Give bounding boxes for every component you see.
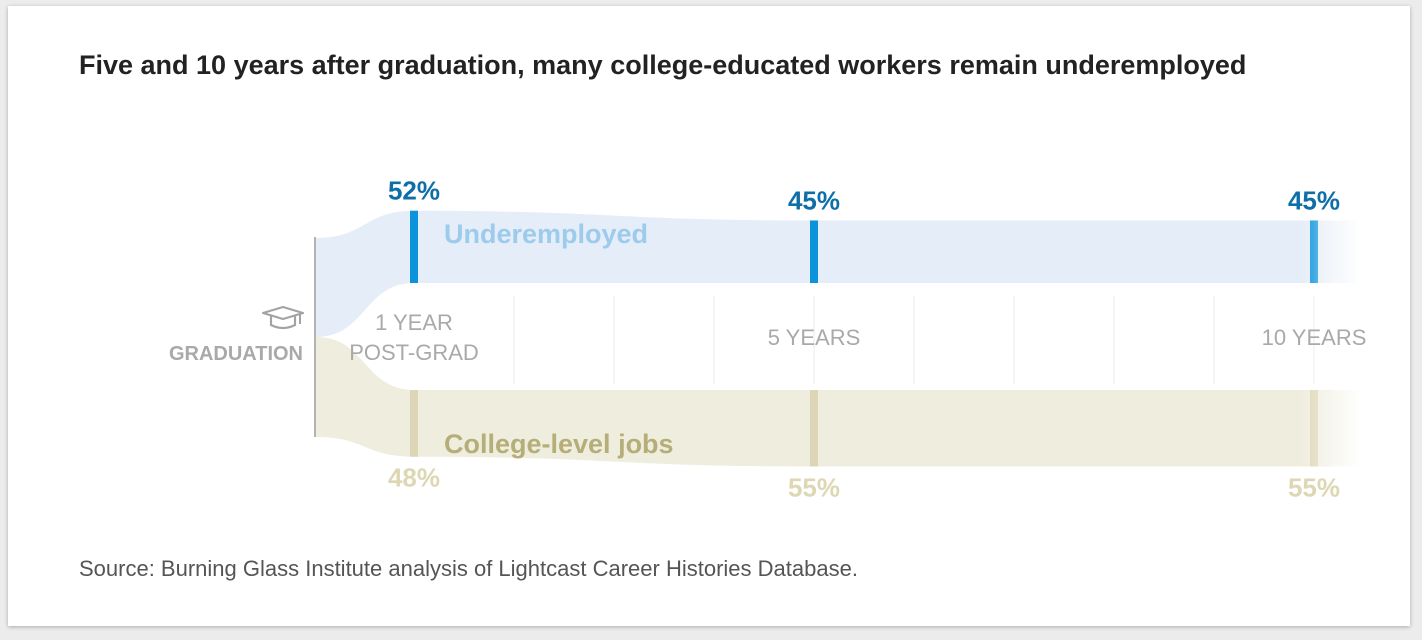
underemployed-value-label: 45% — [1288, 185, 1340, 215]
origin: GRADUATION — [169, 237, 316, 437]
chart-title: Five and 10 years after graduation, many… — [79, 50, 1247, 80]
underemployed-value-label: 52% — [388, 176, 440, 206]
category-label: 5 YEARS — [768, 325, 861, 350]
chart-card — [8, 6, 1410, 626]
category-label: 10 YEARS — [1262, 325, 1367, 350]
category-label: POST-GRAD — [349, 340, 479, 365]
college-level-value-label: 55% — [788, 472, 840, 502]
college-level-marker — [410, 390, 418, 457]
category-label: 1 YEAR — [375, 310, 453, 335]
underemployed-band — [316, 210, 1362, 337]
origin-axis-line — [314, 237, 316, 437]
college-level-marker — [810, 390, 818, 467]
underemployed-marker — [810, 220, 818, 283]
underemployed-marker — [410, 210, 418, 283]
graduation-cap-icon — [261, 305, 305, 330]
labels: 52% 48% 1 YEAR POST-GRAD 45% 55% 5 YEARS 45% 55%… — [349, 176, 1366, 503]
college-level-value-label: 55% — [1288, 472, 1340, 502]
underemployed-value-label: 45% — [788, 185, 840, 215]
college-level-value-label: 48% — [388, 463, 440, 493]
college-level-band — [316, 337, 1362, 467]
college-level-band-label: College-level jobs — [444, 429, 674, 459]
bands — [316, 210, 1362, 467]
underemployed-band-label: Underemployed — [444, 219, 648, 249]
graduation-label: GRADUATION — [169, 343, 303, 365]
right-fade — [1300, 180, 1362, 510]
gridlines — [513, 296, 1315, 384]
source-note: Source: Burning Glass Institute analysis… — [79, 556, 858, 581]
